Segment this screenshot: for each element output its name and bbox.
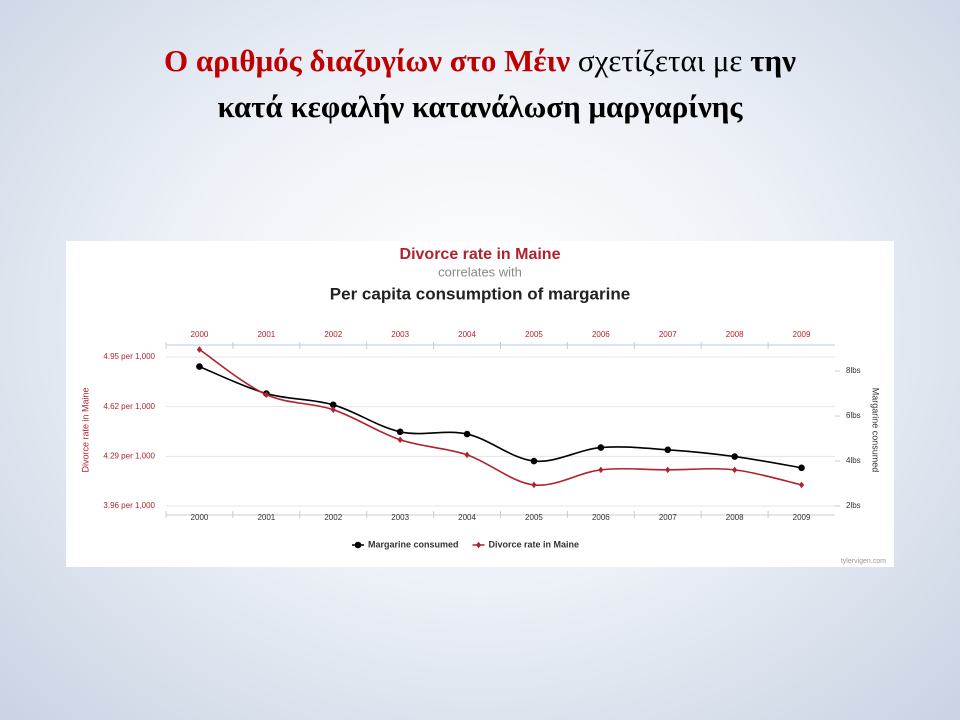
- title-bold: κατά κεφαλήν κατανάλωση μαργαρίνης: [217, 89, 743, 124]
- x-tick-label: 2008: [726, 513, 744, 522]
- data-point: [530, 457, 538, 465]
- y2-tick-label: 6lbs: [846, 411, 861, 420]
- data-point: [330, 406, 336, 413]
- y-axis-label: Divorce rate in Maine: [80, 387, 90, 472]
- data-point: [731, 453, 738, 460]
- data-point: [531, 481, 537, 489]
- x-tick-label: 2007: [659, 513, 677, 522]
- x-tick-label-top: 2007: [659, 330, 677, 339]
- x-tick-label-top: 2005: [525, 330, 543, 339]
- chart-subtitle: correlates with: [438, 264, 522, 279]
- legend-marker: [354, 541, 362, 549]
- data-point: [598, 466, 604, 474]
- x-tick-label: 2000: [191, 513, 209, 522]
- data-point: [798, 464, 805, 472]
- title-plain: σχετίζεται με: [577, 43, 743, 78]
- data-point: [732, 466, 738, 474]
- y2-axis-label: Margarine consumed: [871, 388, 881, 473]
- legend-label: Margarine consumed: [368, 539, 459, 549]
- title-bold: την: [750, 43, 796, 78]
- data-point: [397, 436, 403, 444]
- x-tick-label-top: 2001: [257, 330, 275, 339]
- x-tick-label-top: 2006: [592, 330, 610, 339]
- title-red: Ο αριθμός διαζυγίων στο Μέιν: [164, 43, 571, 78]
- x-tick-label-top: 2003: [391, 330, 409, 339]
- data-point: [196, 346, 203, 353]
- slide-title: Ο αριθμός διαζυγίων στο Μέιν σχετίζεται …: [0, 38, 960, 130]
- data-point: [798, 481, 805, 489]
- series-line: [199, 365, 802, 469]
- data-point: [329, 401, 337, 409]
- x-tick-label: 2005: [525, 513, 543, 522]
- x-tick-label: 2004: [458, 513, 476, 522]
- data-point: [396, 428, 404, 436]
- legend-label: Divorce rate in Maine: [489, 539, 580, 549]
- y-tick-label: 4.29 per 1,000: [103, 451, 155, 460]
- chart-title2: Per capita consumption of margarine: [330, 284, 630, 303]
- credit: tylervigen.com: [841, 558, 886, 565]
- x-tick-label-top: 2002: [324, 330, 342, 339]
- data-point: [597, 444, 605, 451]
- x-tick-label: 2001: [257, 513, 275, 522]
- x-tick-label: 2002: [324, 513, 342, 522]
- data-point: [665, 466, 671, 474]
- x-tick-label-top: 2009: [793, 330, 811, 339]
- x-tick-label-top: 2000: [191, 330, 209, 339]
- data-point: [464, 451, 470, 459]
- x-tick-label: 2006: [592, 513, 610, 522]
- series-line: [199, 348, 802, 486]
- x-tick-label-top: 2008: [726, 330, 744, 339]
- legend-marker: [475, 541, 482, 549]
- data-point: [664, 446, 672, 454]
- x-tick-label: 2009: [793, 513, 811, 522]
- y-tick-label: 4.95 per 1,000: [103, 352, 155, 361]
- x-tick-label-top: 2004: [458, 330, 476, 339]
- y-tick-label: 3.96 per 1,000: [103, 501, 155, 510]
- y-tick-label: 4.62 per 1,000: [103, 402, 155, 411]
- chart-panel: [66, 241, 894, 567]
- chart-title: Divorce rate in Maine: [400, 246, 561, 263]
- data-point: [196, 363, 203, 370]
- y2-tick-label: 8lbs: [846, 366, 861, 375]
- y2-tick-label: 4lbs: [846, 456, 861, 465]
- x-tick-label: 2003: [391, 513, 409, 522]
- y2-tick-label: 2lbs: [846, 501, 861, 510]
- data-point: [263, 391, 269, 398]
- data-point: [463, 430, 471, 438]
